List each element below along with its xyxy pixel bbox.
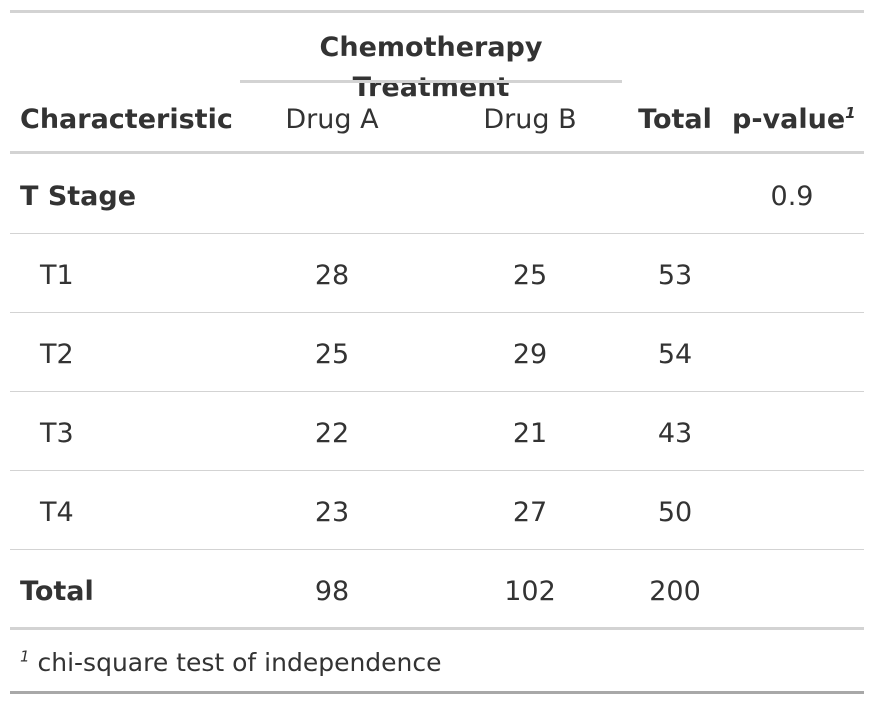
cell-t3-total: 43: [657, 418, 693, 449]
cell-total-drug-b: 102: [504, 576, 556, 607]
cell-t4-total: 50: [657, 497, 693, 528]
column-header-characteristic: Characteristic: [20, 104, 233, 135]
cell-t2-total: 54: [657, 339, 693, 370]
column-header-p-value: p-value1: [732, 100, 856, 140]
cell-t1-drug-a: 28: [314, 260, 350, 291]
row-divider: [10, 549, 864, 550]
row-label-total: Total: [20, 576, 94, 607]
column-header-drug-a: Drug A: [285, 104, 379, 135]
column-header-drug-b: Drug B: [483, 104, 577, 135]
cell-t3-drug-a: 22: [314, 418, 350, 449]
row-label-t1: T1: [40, 260, 74, 291]
summary-table: Chemotherapy Treatment Characteristic Dr…: [10, 0, 864, 706]
table-bottom-rule: [10, 691, 864, 694]
row-label-t3: T3: [40, 418, 74, 449]
group-p-value: 0.9: [770, 181, 814, 212]
footnote-mark: 1: [20, 647, 30, 666]
row-divider: [10, 312, 864, 313]
table-footnote: 1 chi-square test of independence: [20, 644, 442, 682]
table-top-rule: [10, 10, 864, 13]
header-bottom-rule: [10, 151, 864, 154]
spanner-underline: [240, 80, 622, 83]
cell-t2-drug-a: 25: [314, 339, 350, 370]
cell-t2-drug-b: 29: [512, 339, 548, 370]
spanner-header: Chemotherapy Treatment: [319, 32, 543, 103]
cell-t3-drug-b: 21: [512, 418, 548, 449]
cell-total-drug-a: 98: [314, 576, 350, 607]
footnote-text: chi-square test of independence: [37, 648, 442, 677]
row-divider: [10, 470, 864, 471]
p-value-label: p-value: [732, 104, 846, 135]
cell-t4-drug-a: 23: [314, 497, 350, 528]
table-body-bottom-rule: [10, 627, 864, 630]
cell-t1-total: 53: [657, 260, 693, 291]
cell-t4-drug-b: 27: [512, 497, 548, 528]
footnote-marker: 1: [845, 104, 856, 122]
row-divider: [10, 391, 864, 392]
cell-t1-drug-b: 25: [512, 260, 548, 291]
row-divider: [10, 233, 864, 234]
column-header-total: Total: [638, 104, 712, 135]
row-label-t2: T2: [40, 339, 74, 370]
cell-total-total: 200: [649, 576, 701, 607]
row-label-t4: T4: [40, 497, 74, 528]
group-label-t-stage: T Stage: [20, 181, 137, 212]
